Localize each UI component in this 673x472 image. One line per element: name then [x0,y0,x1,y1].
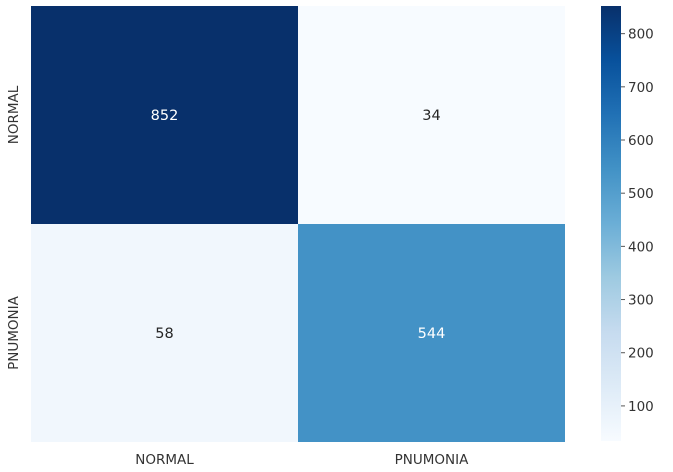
x-tick-label: NORMAL [135,452,194,468]
cell-value-label: 34 [422,108,440,124]
heatmap-cell-normal-normal [31,6,298,224]
cell-value-label: 58 [155,326,173,342]
heatmap-cell-pnumonia-normal [31,224,298,442]
heatmap-cells [31,6,565,442]
y-axis-tick-labels: NORMAL PNUMONIA [6,85,22,370]
y-tick-label: PNUMONIA [6,295,22,369]
colorbar-tick-label: 500 [628,186,654,202]
colorbar-tick-label: 100 [628,399,654,415]
cell-value-label: 852 [151,108,179,124]
colorbar-tick-label: 200 [628,346,654,362]
cell-value-label: 544 [418,326,446,342]
heatmap-cell-labels: 852 34 58 544 [151,108,446,342]
y-tick-label: NORMAL [6,85,22,144]
heatmap-cell-normal-pnumonia [298,6,565,224]
colorbar [601,6,621,441]
colorbar-tick-label: 700 [628,80,654,96]
heatmap-cell-pnumonia-pnumonia [298,224,565,442]
x-axis-tick-labels: NORMAL PNUMONIA [135,452,469,468]
colorbar-tick-label: 400 [628,239,654,255]
colorbar-ticks: 100 200 300 400 500 600 700 800 [621,27,654,415]
colorbar-tick-label: 600 [628,133,654,149]
colorbar-tick-label: 300 [628,293,654,309]
colorbar-tick-label: 800 [628,27,654,43]
x-tick-label: PNUMONIA [395,452,469,468]
